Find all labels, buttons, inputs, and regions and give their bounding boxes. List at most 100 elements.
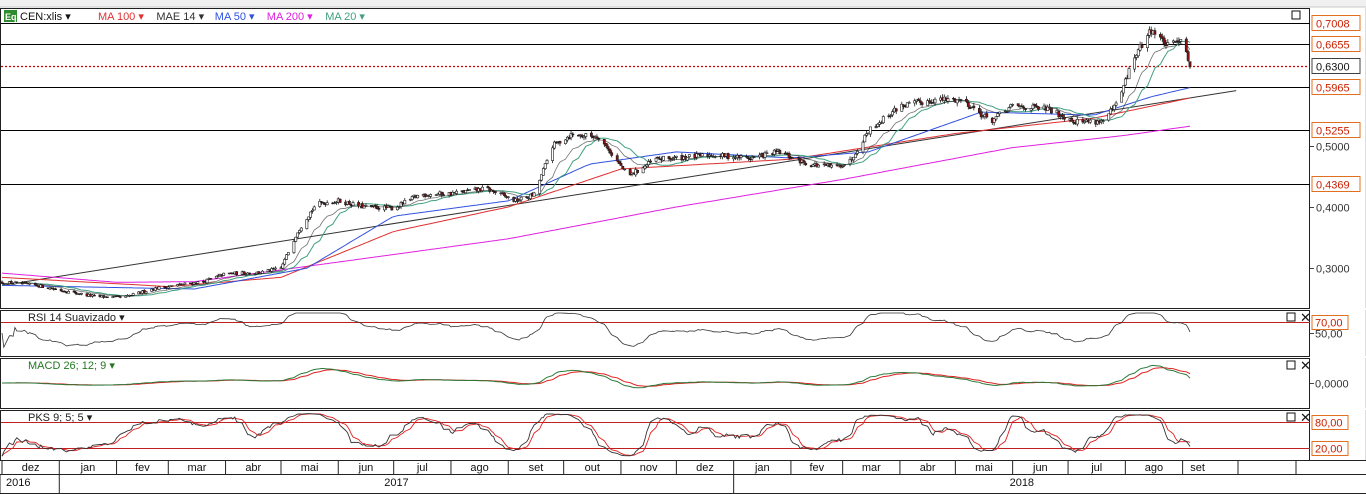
candle	[1162, 37, 1166, 45]
candle	[615, 155, 619, 162]
candle	[1075, 118, 1079, 125]
candle	[538, 180, 542, 194]
candle	[1011, 104, 1015, 106]
candle	[423, 193, 427, 197]
candle	[312, 206, 316, 211]
candle	[752, 156, 756, 158]
candle	[338, 198, 342, 203]
mae14-line[interactable]	[1, 43, 1191, 297]
month-label: abr	[245, 462, 261, 474]
candle	[525, 196, 529, 198]
candle	[442, 194, 445, 196]
indicator-toggle[interactable]: MAE 14 ▾	[156, 11, 204, 23]
candle	[619, 162, 623, 166]
stochastic-k-line	[1, 413, 1191, 457]
candle	[318, 200, 322, 207]
month-label: mar	[187, 462, 206, 474]
candle	[1146, 35, 1149, 48]
candle	[1122, 85, 1125, 94]
candle	[1062, 117, 1066, 120]
candle	[1120, 91, 1124, 103]
candle	[1107, 113, 1111, 121]
candle	[205, 278, 209, 284]
candle	[320, 201, 324, 203]
maximize-panel-button[interactable]	[1286, 412, 1296, 422]
candle	[917, 98, 920, 101]
candle	[80, 292, 83, 295]
ma100-line[interactable]	[1, 97, 1191, 288]
candle	[745, 156, 748, 158]
candle	[567, 137, 571, 139]
candle	[54, 288, 57, 290]
indicator-toggle[interactable]: MA 100 ▾	[98, 11, 144, 23]
candle	[325, 202, 329, 206]
candle	[1140, 44, 1144, 48]
month-label: out	[585, 462, 600, 474]
candle	[992, 118, 996, 123]
candle	[1022, 106, 1026, 109]
candle	[181, 283, 185, 286]
month-label: dez	[22, 462, 40, 474]
indicator-label[interactable]: PKS 9; 5; 5 ▾	[28, 412, 93, 424]
instrument-selector[interactable]: CEN:xlis ▾	[20, 11, 71, 23]
candle	[891, 111, 894, 116]
candle	[183, 282, 187, 285]
indicator-toggle[interactable]: MA 200 ▾	[267, 11, 313, 23]
candle	[375, 205, 379, 209]
indicator-label[interactable]: RSI 14 Suavizado ▾	[28, 312, 125, 324]
close-panel-icon[interactable]: ✕	[1300, 358, 1311, 373]
candle	[397, 206, 401, 208]
candle	[410, 196, 414, 200]
candle	[649, 160, 652, 163]
indicator-level-label: 70,00	[1315, 318, 1343, 330]
candle	[763, 152, 767, 158]
maximize-panel-button[interactable]	[1286, 312, 1296, 322]
candle	[865, 133, 869, 136]
candle	[170, 285, 174, 287]
maximize-panel-button[interactable]	[1291, 10, 1301, 20]
candle	[955, 99, 959, 104]
maximize-panel-button[interactable]	[1286, 360, 1296, 370]
indicator-toggle[interactable]: MA 50 ▾	[215, 11, 255, 23]
candle	[1184, 38, 1188, 53]
candle	[1114, 102, 1118, 106]
candle	[72, 290, 76, 293]
candle	[9, 281, 13, 285]
candle	[543, 163, 547, 169]
candle	[176, 284, 179, 287]
candle	[558, 141, 562, 144]
indicator-level-tag	[1311, 315, 1349, 330]
candle	[59, 288, 63, 292]
candle	[541, 168, 545, 176]
candle	[540, 174, 543, 181]
candle	[604, 142, 608, 147]
close-panel-icon[interactable]: ✕	[1300, 410, 1311, 425]
candle	[747, 157, 750, 159]
candle	[209, 278, 213, 280]
candle	[686, 157, 689, 161]
candle	[1057, 110, 1061, 118]
indicator-label[interactable]: MACD 26; 12; 9 ▾	[28, 360, 115, 372]
indicator-level-label: 80,00	[1315, 418, 1343, 430]
month-label: mai	[301, 462, 319, 474]
candle	[242, 271, 246, 275]
candle	[551, 147, 554, 161]
candle	[758, 154, 761, 158]
candle	[868, 126, 872, 135]
candle	[283, 259, 287, 265]
candle	[1016, 103, 1020, 106]
month-label: ago	[470, 462, 488, 474]
month-label: ago	[1145, 462, 1163, 474]
candle	[480, 186, 484, 191]
candle	[856, 150, 859, 154]
level-price-label: 0,6655	[1316, 40, 1350, 52]
candle	[902, 104, 906, 108]
close-panel-icon[interactable]: ✕	[1300, 310, 1311, 325]
candle	[286, 252, 290, 256]
indicator-toggle[interactable]: MA 20 ▾	[325, 11, 365, 23]
ma200-line[interactable]	[1, 125, 1191, 283]
candle	[118, 296, 122, 298]
trendline[interactable]	[1, 90, 1237, 286]
candle	[261, 270, 264, 274]
candle	[13, 282, 17, 285]
